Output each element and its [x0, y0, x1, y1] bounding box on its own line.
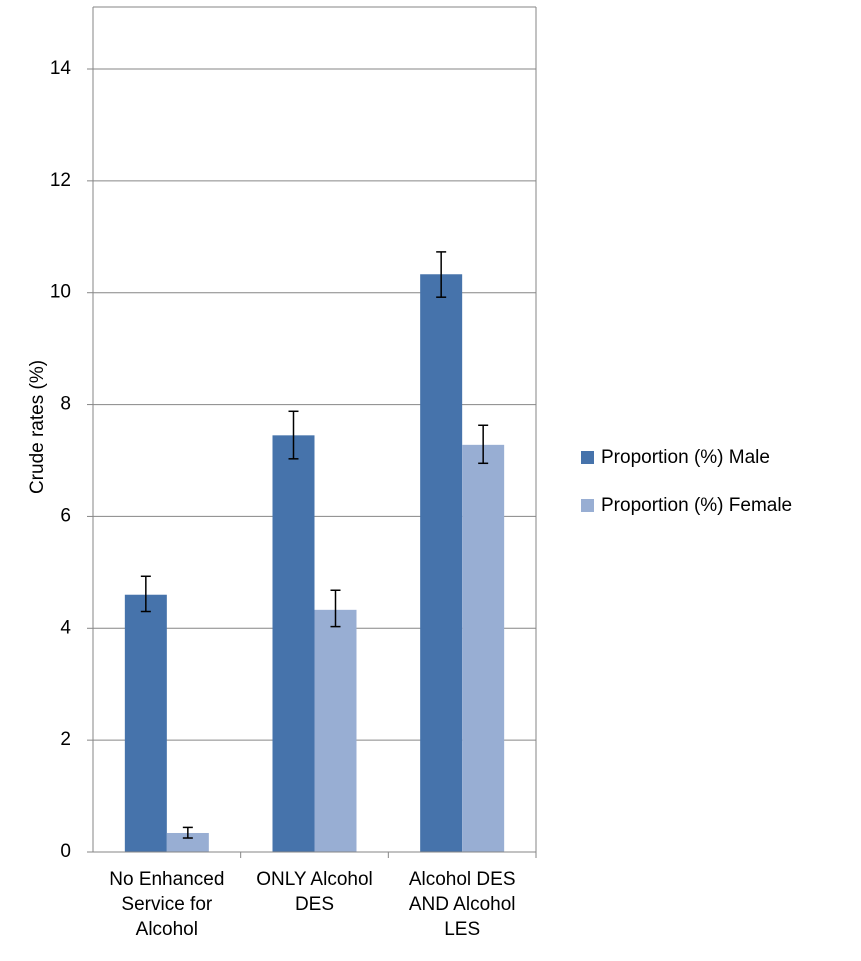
bar-female — [314, 609, 357, 852]
y-tick-label: 4 — [60, 617, 71, 638]
legend-swatch — [581, 451, 594, 464]
x-category-label: Alcohol DES — [409, 869, 516, 890]
y-axis-title: Crude rates (%) — [27, 360, 48, 494]
x-category-label: AND Alcohol — [409, 894, 516, 915]
bar-female — [166, 832, 209, 852]
x-category-label: No Enhanced — [109, 869, 224, 890]
axes — [87, 6, 537, 858]
x-category-label: DES — [295, 894, 334, 915]
y-tick-label: 6 — [60, 505, 71, 526]
bar-male — [420, 274, 463, 853]
axis-labels: 0 2 4 6 8 10 12 14 No Enhanced Service for Alcohol… — [50, 58, 516, 940]
legend-label: Proportion (%) Male — [601, 447, 770, 468]
x-category-label: LES — [444, 919, 480, 940]
legend-label: Proportion (%) Female — [601, 495, 792, 516]
x-category-label: Alcohol — [136, 919, 198, 940]
y-tick-label: 10 — [50, 282, 71, 303]
legend-swatch — [581, 499, 594, 512]
bar-male — [272, 435, 315, 852]
y-tick-label: 12 — [50, 170, 71, 191]
bars — [124, 274, 505, 853]
error-bars — [140, 251, 489, 839]
bar-male — [124, 594, 167, 852]
x-category-label: Service for — [121, 894, 212, 915]
y-tick-label: 0 — [60, 841, 71, 862]
bar-female — [462, 444, 505, 852]
y-tick-label: 8 — [60, 394, 71, 415]
legend: Proportion (%) Male Proportion (%) Female — [581, 447, 792, 516]
x-category-label: ONLY Alcohol — [256, 869, 373, 890]
y-tick-label: 2 — [60, 729, 71, 750]
y-tick-label: 14 — [50, 58, 72, 79]
